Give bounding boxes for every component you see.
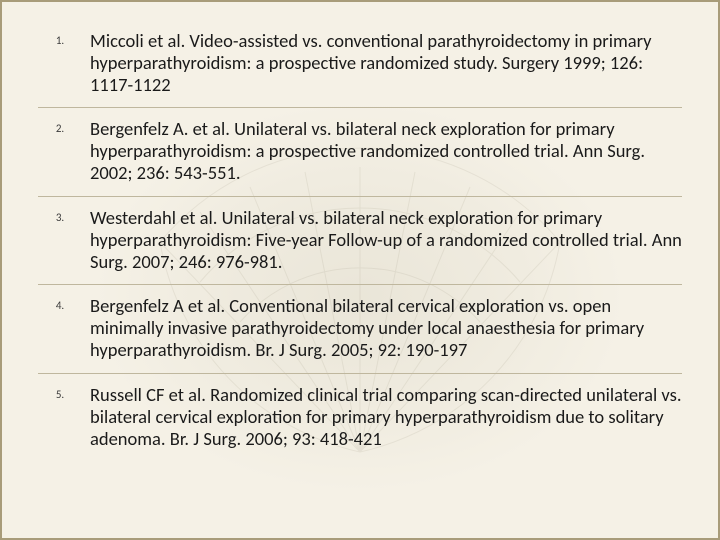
reference-number: 1. (38, 30, 82, 47)
reference-text: Russell CF et al. Randomized clinical tr… (82, 384, 682, 449)
reference-text: Miccoli et al. Video-assisted vs. conven… (82, 30, 682, 95)
reference-item: 4. Bergenfelz A et al. Conventional bila… (38, 285, 682, 373)
reference-item: 2. Bergenfelz A. et al. Unilateral vs. b… (38, 108, 682, 196)
reference-text: Westerdahl et al. Unilateral vs. bilater… (82, 207, 682, 272)
reference-number: 3. (38, 207, 82, 224)
reference-number: 5. (38, 384, 82, 401)
reference-number: 2. (38, 118, 82, 135)
slide-frame: 1. Miccoli et al. Video-assisted vs. con… (0, 0, 720, 540)
reference-item: 1. Miccoli et al. Video-assisted vs. con… (38, 20, 682, 108)
reference-item: 3. Westerdahl et al. Unilateral vs. bila… (38, 197, 682, 285)
reference-number: 4. (38, 295, 82, 312)
reference-text: Bergenfelz A et al. Conventional bilater… (82, 295, 682, 360)
reference-item: 5. Russell CF et al. Randomized clinical… (38, 374, 682, 461)
reference-text: Bergenfelz A. et al. Unilateral vs. bila… (82, 118, 682, 183)
reference-list: 1. Miccoli et al. Video-assisted vs. con… (38, 20, 682, 520)
